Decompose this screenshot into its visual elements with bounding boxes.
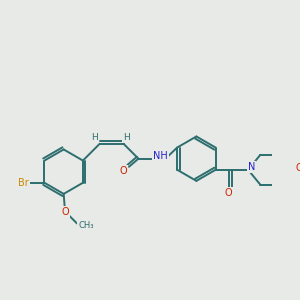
Text: O: O	[296, 164, 300, 173]
Text: O: O	[61, 207, 69, 217]
Text: H: H	[123, 133, 130, 142]
Text: H: H	[92, 133, 98, 142]
Text: NH: NH	[153, 152, 168, 161]
Text: N: N	[248, 162, 255, 172]
Text: CH₃: CH₃	[78, 221, 94, 230]
Text: O: O	[119, 166, 127, 176]
Text: O: O	[225, 188, 232, 198]
Text: Br: Br	[18, 178, 29, 188]
